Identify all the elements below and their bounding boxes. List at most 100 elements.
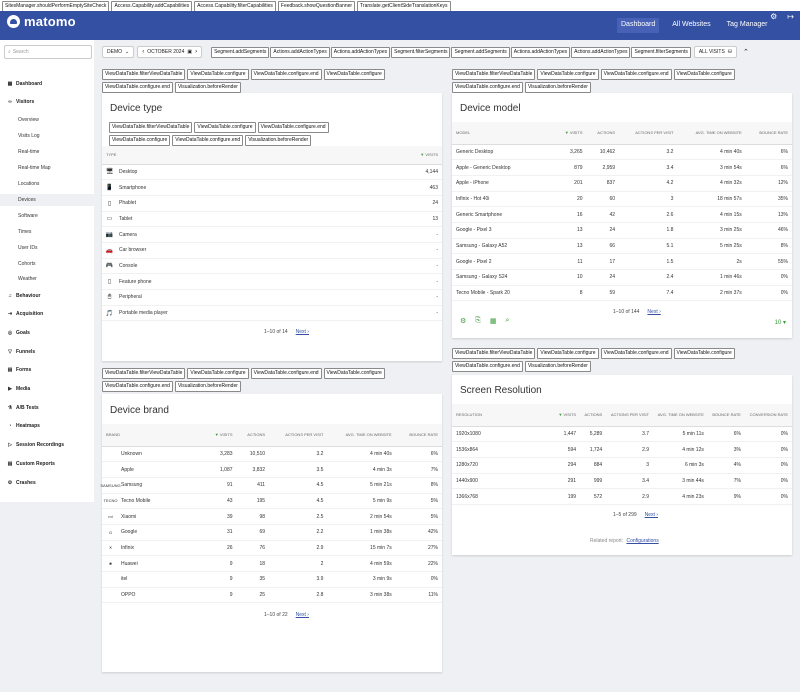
- table-row[interactable]: Infinix - Hot 40i 20 60 3 18 min 57s 35%: [452, 191, 792, 208]
- table-row[interactable]: TECNO Tecno Mobile 43 195 4.5 5 min 9s 5%: [102, 493, 442, 510]
- column-header[interactable]: AVG. TIME ON WEBSITE: [327, 424, 396, 447]
- column-header[interactable]: BRAND: [102, 424, 204, 447]
- table-row[interactable]: 1920x1080 1,447 5,289 3.7 5 min 11s 6% 0%: [452, 426, 792, 443]
- sidebar-item[interactable]: Times: [0, 226, 94, 238]
- table-row[interactable]: Google - Pixel 2 11 17 1.5 2s 55%: [452, 253, 792, 270]
- col-type[interactable]: TYPE: [102, 146, 351, 165]
- search-input[interactable]: ⌕ Search: [4, 45, 92, 59]
- next-link[interactable]: Next ›: [295, 612, 309, 618]
- table-row[interactable]: ✕ Infinix 26 76 2.9 15 min 7s 27%: [102, 540, 442, 557]
- table-row[interactable]: Generic Smartphone 16 42 2.6 4 min 15s 13%: [452, 206, 792, 223]
- sidebar-item[interactable]: Cohorts: [0, 258, 94, 270]
- column-header[interactable]: BOUNCE RATE: [707, 404, 745, 427]
- sidebar-item[interactable]: ▤ Custom Reports: [0, 458, 94, 470]
- sidebar-item[interactable]: ▶ Media: [0, 383, 94, 395]
- column-header[interactable]: ▼ VISITS: [204, 424, 237, 447]
- col-visits[interactable]: ▼ VISITS: [350, 146, 442, 165]
- column-header[interactable]: RESOLUTION: [452, 404, 554, 427]
- sidebar-item[interactable]: ⇥ Acquisition: [0, 308, 94, 320]
- table-row[interactable]: Google - Pixel 3 13 24 1.8 3 min 25s 46%: [452, 222, 792, 239]
- sidebar-item[interactable]: ⚙ Crashes: [0, 477, 94, 489]
- table-row[interactable]: ▯ Phablet 24: [102, 195, 442, 212]
- next-link[interactable]: Next ›: [644, 512, 658, 518]
- column-header[interactable]: AVG. TIME ON WEBSITE: [653, 404, 708, 427]
- column-header[interactable]: ACTIONS PER VISIT: [606, 404, 654, 427]
- table-row[interactable]: 🚗 Car browser -: [102, 242, 442, 259]
- next-link[interactable]: Next ›: [295, 329, 309, 335]
- column-header[interactable]: CONVERSION RATE: [744, 404, 792, 427]
- date-selector[interactable]: ‹ OCTOBER 2024 ▣ ›: [137, 46, 203, 58]
- sidebar-item[interactable]: ♫ Behaviour: [0, 290, 94, 302]
- sidebar-item[interactable]: ▷ Session Recordings: [0, 439, 94, 451]
- table-row[interactable]: 🎵 Portable media player -: [102, 305, 442, 322]
- limit-selector[interactable]: 10 ▾: [775, 319, 786, 326]
- table-row[interactable]: mi Xiaomi 39 98 2.5 2 min 54s 5%: [102, 508, 442, 525]
- sidebar-item[interactable]: Devices: [0, 194, 94, 206]
- column-header[interactable]: ACTIONS: [236, 424, 270, 447]
- table-row[interactable]: Apple - Generic Desktop 879 2,959 3.4 3 min …: [452, 159, 792, 176]
- next-period-icon[interactable]: ›: [195, 49, 198, 55]
- table-row[interactable]: G Google 31 69 2.2 1 min 38s 42%: [102, 524, 442, 541]
- nav-tag-manager[interactable]: Tag Manager: [726, 21, 768, 28]
- next-link[interactable]: Next ›: [647, 309, 661, 315]
- sidebar-item[interactable]: Software: [0, 210, 94, 222]
- site-selector[interactable]: DEMO ⌄: [102, 46, 135, 58]
- visualization-icon[interactable]: ⚙: [460, 318, 467, 325]
- table-row[interactable]: 🖱 Peripheral -: [102, 289, 442, 306]
- column-header[interactable]: ▼ VISITS: [554, 122, 587, 145]
- column-header[interactable]: BOUNCE RATE: [745, 122, 792, 145]
- column-header[interactable]: ACTIONS PER VISIT: [619, 122, 678, 145]
- table-row[interactable]: 1536x864 594 1,724 2.9 4 min 12s 3% 0%: [452, 441, 792, 458]
- prev-period-icon[interactable]: ‹: [142, 49, 145, 55]
- logout-icon[interactable]: ↦: [787, 12, 794, 21]
- sidebar-item[interactable]: User IDs: [0, 242, 94, 254]
- sidebar-item[interactable]: Real-time: [0, 146, 94, 158]
- sidebar-item[interactable]: ◔ Heatmaps: [0, 420, 94, 432]
- sidebar-item[interactable]: ▤ Forms: [0, 364, 94, 376]
- sidebar-item[interactable]: ▽ Funnels: [0, 346, 94, 358]
- search-table-icon[interactable]: ⌕: [505, 317, 510, 324]
- sidebar-item[interactable]: Real-time Map: [0, 162, 94, 174]
- table-row[interactable]: ❀ Huawei 9 18 2 4 min 59s 22%: [102, 555, 442, 572]
- sidebar-item[interactable]: ⚗ A/B Tests: [0, 402, 94, 414]
- sidebar-item[interactable]: Visits Log: [0, 130, 94, 142]
- column-header[interactable]: ACTIONS: [580, 404, 607, 427]
- table-row[interactable]: OPPO 9 25 2.8 3 min 38s 11%: [102, 587, 442, 604]
- table-row[interactable]: 📷 Camera -: [102, 226, 442, 243]
- table-row[interactable]: 📱 Smartphone 463: [102, 179, 442, 196]
- collapse-icon[interactable]: ⌃: [742, 49, 749, 56]
- sidebar-item[interactable]: Weather: [0, 273, 94, 285]
- table-row[interactable]: 1280x720 294 884 3 6 min 3s 4% 0%: [452, 457, 792, 474]
- sidebar-item[interactable]: ◎ Goals: [0, 327, 94, 339]
- column-header[interactable]: BOUNCE RATE: [395, 424, 442, 447]
- table-row[interactable]: 🖥 Desktop 4,144: [102, 164, 442, 181]
- matomo-logo[interactable]: matomo: [7, 14, 76, 29]
- table-row[interactable]: SAMSUNG Samsung 91 411 4.5 5 min 21s 8%: [100, 477, 442, 494]
- table-row[interactable]: 1366x768 199 572 2.9 4 min 23s 9% 0%: [452, 488, 792, 505]
- sidebar-item[interactable]: Locations: [0, 178, 94, 190]
- sidebar-item[interactable]: ∞ Visitors: [0, 96, 94, 108]
- gear-icon[interactable]: ⚙: [770, 12, 778, 21]
- table-row[interactable]: ▭ Tablet 13: [102, 211, 442, 228]
- sidebar-item[interactable]: Overview: [0, 114, 94, 126]
- table-row[interactable]: Apple 1,087 3,832 3.5 4 min 3s 7%: [102, 461, 442, 478]
- column-header[interactable]: ACTIONS PER VISIT: [269, 424, 328, 447]
- column-header[interactable]: MODEL: [452, 122, 554, 145]
- nav-all-websites[interactable]: All Websites: [672, 21, 711, 28]
- table-row[interactable]: Unknown 3,283 10,510 3.2 4 min 40s 6%: [102, 446, 442, 463]
- segment-selector[interactable]: ALL VISITS ⛁: [693, 46, 737, 58]
- table-row[interactable]: Apple - iPhone 201 837 4.2 4 min 32s 12%: [452, 175, 792, 192]
- column-header[interactable]: ACTIONS: [586, 122, 620, 145]
- table-row[interactable]: Samsung - Galaxy S24 10 24 2.4 1 min 46s 0%: [452, 269, 792, 286]
- table-row[interactable]: ▯ Feature phone -: [102, 273, 442, 290]
- column-header[interactable]: AVG. TIME ON WEBSITE: [677, 122, 746, 145]
- column-header[interactable]: ▼ VISITS: [554, 404, 581, 427]
- table-row[interactable]: Generic Desktop 3,265 10,462 3.2 4 min 40s 6%: [452, 144, 792, 161]
- export-icon[interactable]: ⎘: [475, 317, 481, 324]
- image-icon[interactable]: ▦: [489, 318, 497, 325]
- table-row[interactable]: 1440x900 291 999 3.4 3 min 44s 7% 0%: [452, 473, 792, 490]
- table-row[interactable]: itel 9 35 3.9 3 min 9s 0%: [102, 571, 442, 588]
- nav-dashboard[interactable]: Dashboard: [617, 18, 660, 33]
- related-report-link[interactable]: Configurations: [626, 538, 659, 544]
- table-row[interactable]: Tecno Mobile - Spark 20 8 59 7.4 2 min 37s 0%: [452, 285, 792, 302]
